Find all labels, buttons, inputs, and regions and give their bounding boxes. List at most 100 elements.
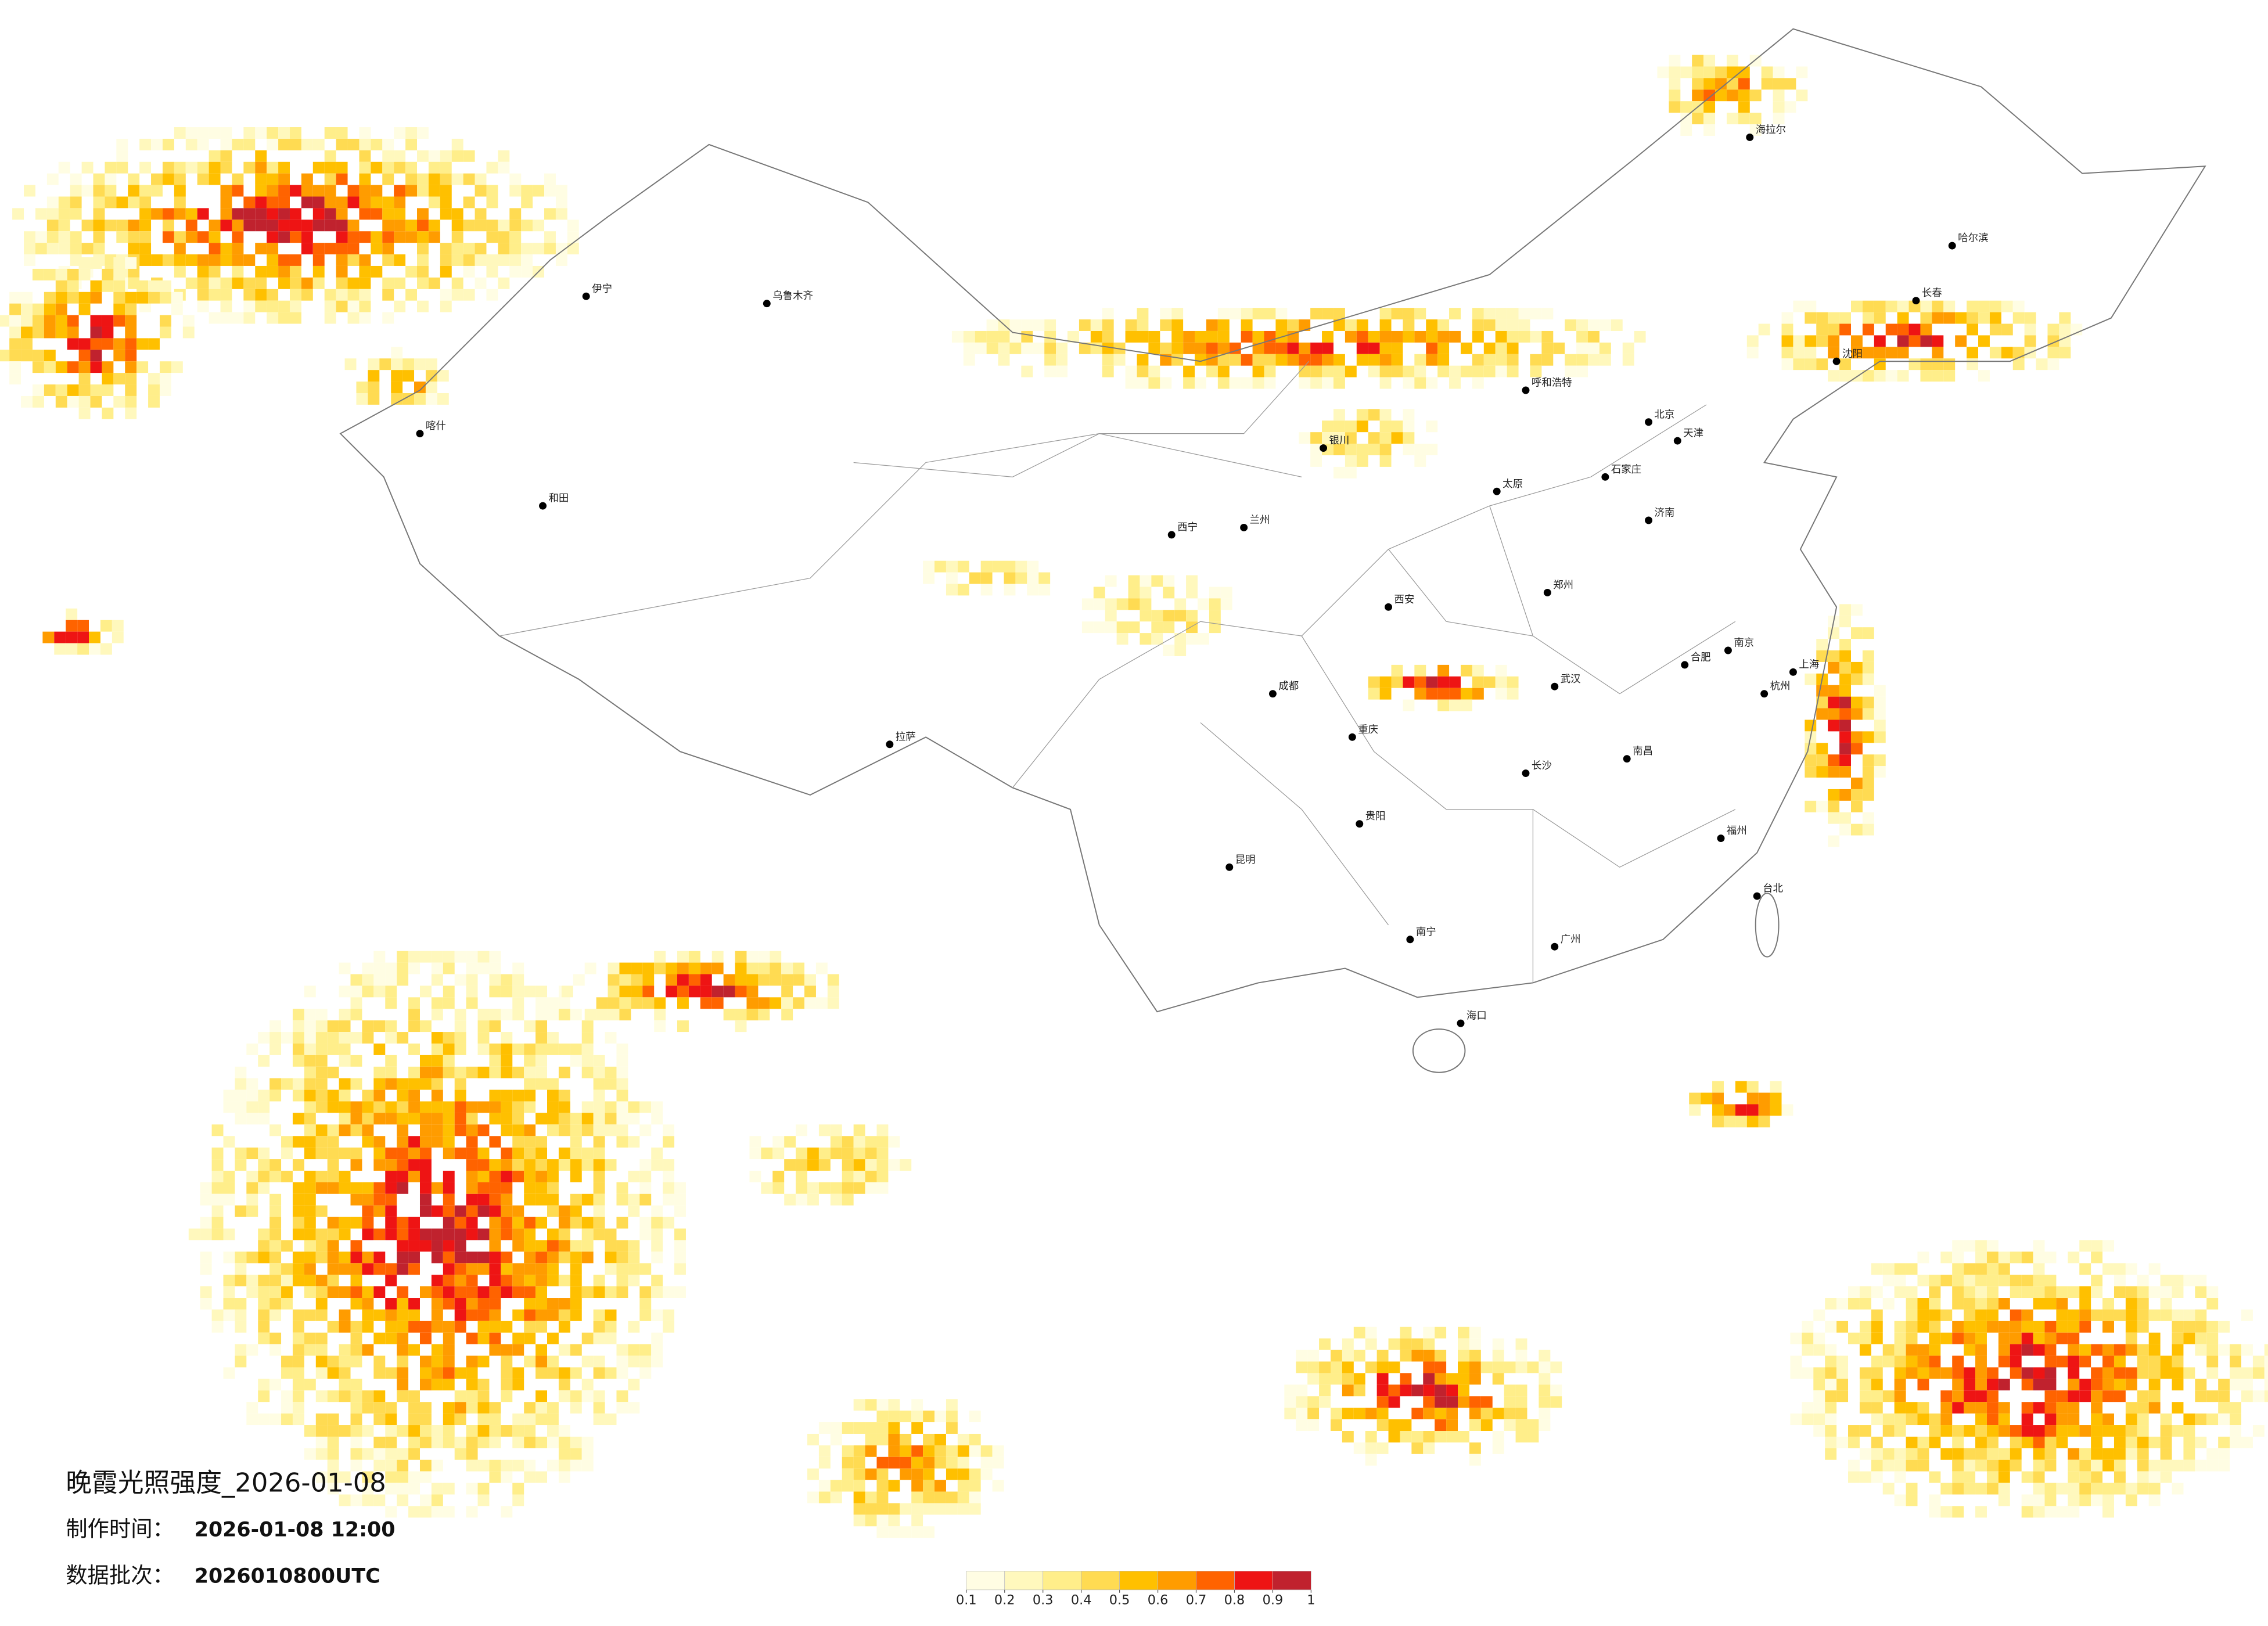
heat-cell: [304, 1043, 316, 1055]
heat-cell: [1929, 1309, 1941, 1321]
heat-cell: [1322, 308, 1334, 320]
heat-cell: [246, 1275, 258, 1287]
heat-cell: [570, 1298, 582, 1310]
heat-cell: [663, 1136, 675, 1148]
heat-cell: [385, 1113, 397, 1125]
heat-cell: [796, 1159, 808, 1171]
heat-cell: [1839, 696, 1851, 708]
heat-cell: [2114, 1471, 2126, 1483]
heat-cell: [911, 1515, 923, 1527]
heat-cell: [269, 1078, 282, 1090]
heat-cell: [535, 1367, 548, 1379]
heat-cell: [312, 208, 325, 220]
heat-cell: [397, 1159, 409, 1171]
heat-cell: [327, 1483, 339, 1495]
heat-cell: [853, 1171, 865, 1182]
heat-cell: [371, 138, 383, 150]
heat-cell: [1813, 1332, 1825, 1344]
heat-cell: [1964, 1459, 1976, 1472]
heat-cell: [1746, 1092, 1759, 1105]
heat-cell: [1828, 720, 1840, 732]
heat-cell: [900, 1456, 912, 1469]
heat-cell: [394, 150, 406, 162]
heat-cell: [1507, 342, 1519, 354]
heat-cell: [2206, 1298, 2219, 1310]
heat-cell: [359, 277, 371, 289]
heat-cell: [1507, 354, 1519, 366]
heat-cell: [616, 1182, 628, 1194]
city-label: 喀什: [426, 420, 446, 432]
heat-cell: [359, 289, 371, 301]
heat-cell: [2091, 1436, 2103, 1448]
heat-cell: [9, 361, 21, 373]
heat-cell: [501, 1263, 513, 1275]
heat-cell: [512, 1136, 524, 1148]
heat-cell: [533, 185, 545, 197]
heat-cell: [289, 185, 301, 197]
heat-cell: [443, 1055, 455, 1067]
heat-cell: [524, 1298, 536, 1310]
heat-cell: [350, 1355, 362, 1368]
heat-cell: [1894, 1367, 1906, 1379]
heat-cell: [235, 1066, 247, 1078]
heat-cell: [255, 150, 267, 162]
heat-cell: [431, 1124, 443, 1136]
heat-cell: [185, 254, 197, 266]
heat-cell: [2160, 1436, 2172, 1448]
heat-cell: [58, 231, 70, 243]
heat-cell: [339, 1113, 351, 1125]
heat-cell: [174, 254, 186, 266]
heat-cell: [246, 1043, 258, 1055]
city-dot: [1356, 820, 1364, 828]
heat-cell: [1781, 347, 1793, 359]
heat-cell: [289, 277, 301, 289]
heat-cell: [654, 1009, 666, 1021]
heat-cell: [1738, 101, 1750, 113]
heat-cell: [466, 1355, 478, 1368]
heat-cell: [1839, 312, 1851, 324]
heat-cell: [2218, 1459, 2230, 1472]
heat-cell: [2148, 1379, 2161, 1391]
heat-cell: [1703, 101, 1716, 113]
heat-cell: [512, 1009, 524, 1021]
heat-cell: [220, 185, 232, 197]
heat-cell: [9, 350, 21, 362]
heat-cell: [315, 1147, 328, 1160]
heat-cell: [486, 161, 498, 174]
heat-cell: [2033, 1275, 2045, 1287]
heat-cell: [466, 1101, 478, 1113]
heat-cell: [419, 1124, 432, 1136]
heat-cell: [605, 1321, 617, 1333]
heat-cell: [350, 1009, 362, 1021]
heat-cell: [281, 1240, 293, 1252]
heat-cell: [1195, 377, 1206, 389]
heat-cell: [78, 373, 91, 385]
heat-cell: [489, 1055, 501, 1067]
heat-cell: [78, 338, 91, 350]
heat-cell: [362, 1448, 374, 1460]
heat-cell: [2021, 1332, 2033, 1344]
heat-cell: [475, 220, 487, 232]
heat-cell: [350, 974, 362, 986]
heat-cell: [1576, 319, 1588, 331]
heat-cell: [21, 303, 33, 315]
heat-cell: [1458, 1384, 1469, 1397]
heat-cell: [417, 231, 429, 243]
heat-cell: [853, 1182, 865, 1194]
heat-cell: [1850, 743, 1863, 755]
heat-cell: [946, 1411, 958, 1423]
heat-cell: [570, 1009, 582, 1021]
heat-cell: [454, 1413, 466, 1426]
heat-cell: [397, 1124, 409, 1136]
heat-cell: [2021, 1344, 2033, 1356]
heat-cell: [1770, 1092, 1782, 1105]
heat-cell: [570, 1402, 582, 1414]
heat-cell: [394, 300, 406, 312]
heat-cell: [2102, 1506, 2114, 1518]
heat-cell: [2172, 1309, 2184, 1321]
heat-cell: [90, 361, 102, 373]
city-label: 重庆: [1358, 724, 1378, 736]
heat-cell: [567, 220, 579, 232]
heat-cell: [1917, 1309, 1929, 1321]
heat-cell: [1319, 1396, 1331, 1408]
